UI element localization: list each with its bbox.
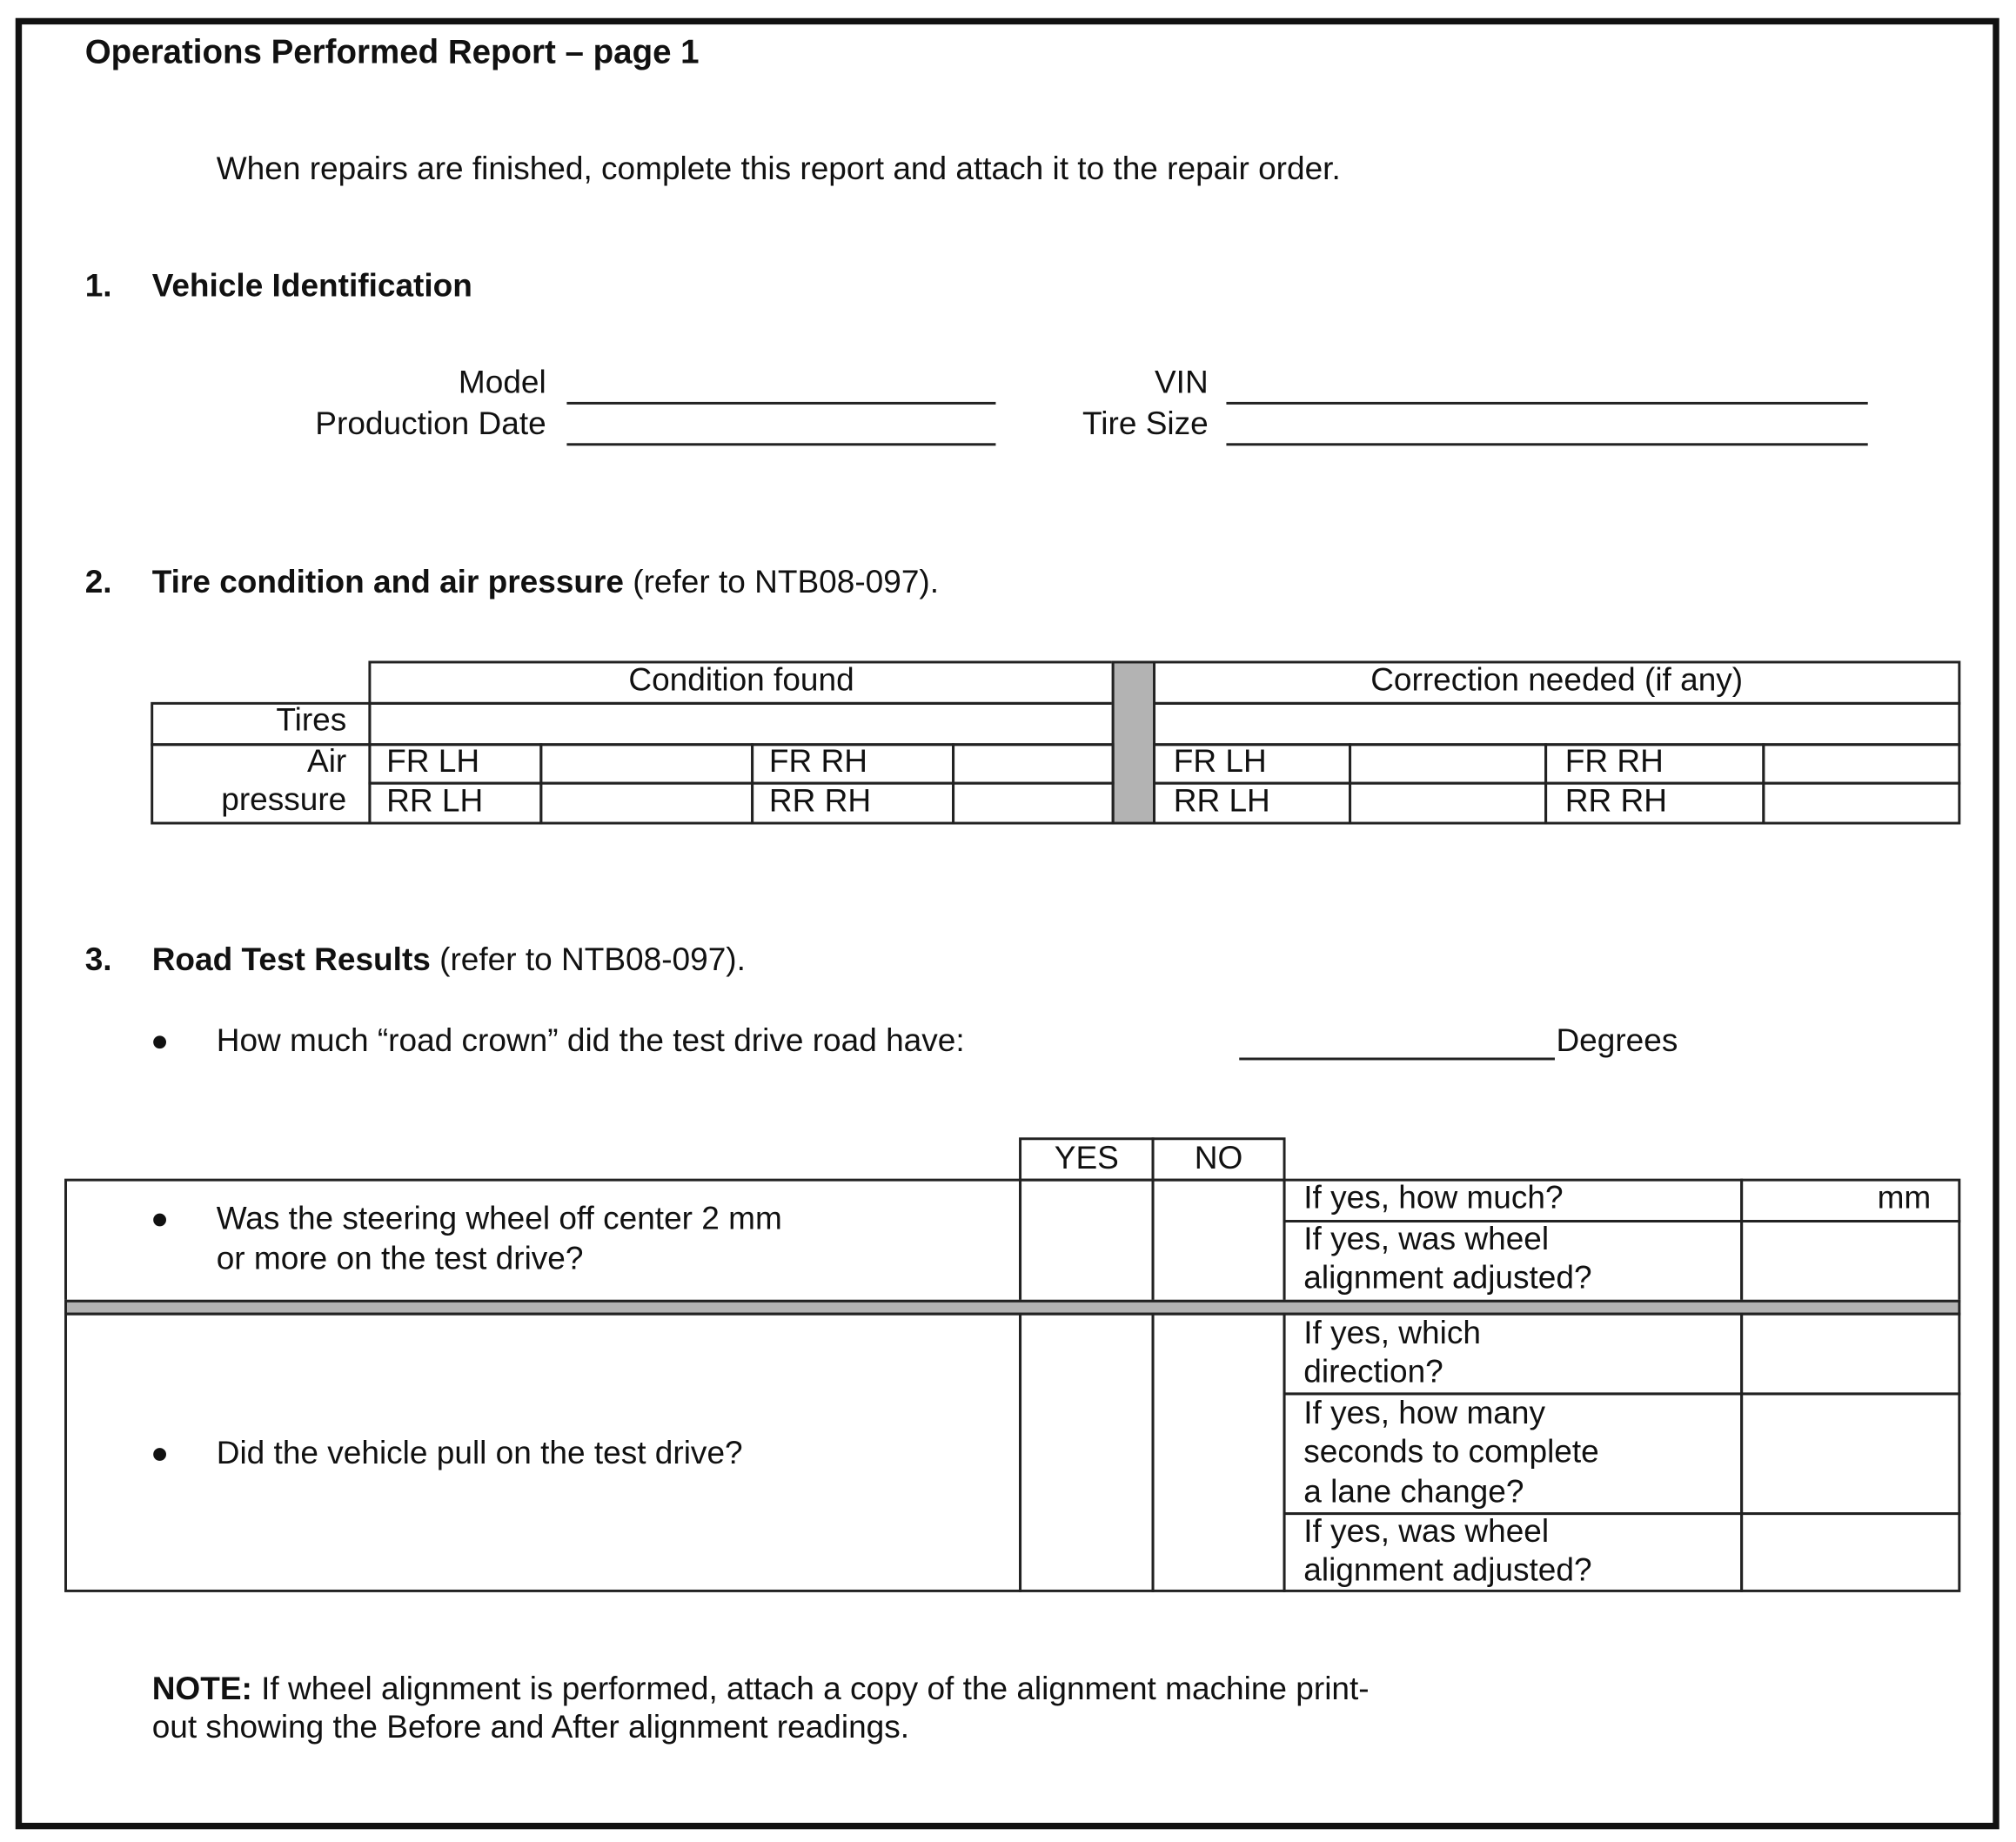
q1-text-line2: or more on the test drive?	[216, 1240, 584, 1277]
tires-label: Tires	[276, 701, 347, 739]
q2-no-box[interactable]	[1151, 1312, 1286, 1592]
section3-heading-line: Road Test Results (refer to NTB08-097).	[152, 941, 746, 979]
section1-heading: Vehicle Identification	[151, 267, 472, 305]
cond-rr-rh-label: RR RH	[768, 783, 872, 820]
note-line2: out showing the Before and After alignme…	[151, 1709, 910, 1746]
cond-rr-rh-value[interactable]	[952, 781, 1115, 825]
intro-text: When repairs are finished, complete this…	[216, 151, 1341, 187]
note-label: NOTE:	[151, 1671, 252, 1707]
corr-fr-lh-value[interactable]	[1349, 743, 1548, 785]
bullet-icon	[153, 1035, 166, 1049]
yes-header: YES	[1054, 1140, 1119, 1176]
q2-sub2-line3: a lane change?	[1303, 1473, 1524, 1510]
section3-number: 3.	[84, 941, 112, 978]
q1-yes-box[interactable]	[1019, 1178, 1155, 1303]
section2-number: 2.	[84, 564, 112, 600]
cond-fr-rh-label: FR RH	[768, 743, 867, 780]
tire-size-label: Tire Size	[1082, 405, 1209, 442]
cond-rr-lh-label: RR LH	[386, 783, 484, 820]
road-crown-question: How much “road crown” did the test drive…	[216, 1022, 965, 1059]
q2-sub1-line1: If yes, which	[1303, 1315, 1481, 1352]
section3-ref: (refer to NTB08-097).	[430, 941, 746, 978]
q1-no-box[interactable]	[1151, 1178, 1286, 1303]
bullet-icon	[153, 1213, 166, 1227]
q2-sub2-value[interactable]	[1740, 1392, 1961, 1516]
q1-sub2-value[interactable]	[1740, 1220, 1961, 1303]
condition-found-header: Condition found	[628, 661, 854, 699]
cond-rr-lh-value[interactable]	[539, 781, 754, 825]
q1-text-line1: Was the steering wheel off center 2 mm	[216, 1200, 782, 1237]
q2-sub3-line1: If yes, was wheel	[1303, 1513, 1550, 1551]
section2-heading: Tire condition and air pressure	[151, 564, 625, 600]
production-date-label: Production Date	[315, 405, 546, 442]
page-border	[15, 17, 1999, 1830]
q2-sub2-line2: seconds to complete	[1303, 1433, 1599, 1470]
cond-fr-lh-value[interactable]	[539, 743, 754, 785]
section1-number: 1.	[84, 267, 112, 305]
vin-label: VIN	[1154, 364, 1209, 401]
section3-heading: Road Test Results	[151, 941, 431, 978]
note-line1: NOTE: If wheel alignment is performed, a…	[152, 1670, 1370, 1708]
air-label: Air	[307, 743, 347, 780]
pressure-label: pressure	[221, 781, 347, 819]
q2-sub3-value[interactable]	[1740, 1512, 1961, 1592]
section2-heading-line: Tire condition and air pressure (refer t…	[152, 563, 939, 601]
bullet-icon	[153, 1448, 166, 1461]
cond-fr-lh-label: FR LH	[386, 743, 480, 780]
tires-correction-cell[interactable]	[1153, 701, 1961, 747]
q2-text: Did the vehicle pull on the test drive?	[216, 1435, 743, 1471]
corr-rr-lh-value[interactable]	[1349, 781, 1548, 825]
corr-fr-rh-value[interactable]	[1762, 743, 1961, 785]
table-separator	[1111, 660, 1156, 825]
model-label: Model	[458, 364, 546, 401]
no-header: NO	[1194, 1140, 1243, 1176]
road-crown-field[interactable]	[1239, 1057, 1555, 1061]
correction-needed-header: Correction needed (if any)	[1370, 661, 1744, 699]
cond-fr-rh-value[interactable]	[952, 743, 1115, 785]
q2-yes-box[interactable]	[1019, 1312, 1155, 1592]
tires-condition-cell[interactable]	[368, 701, 1115, 747]
corr-rr-rh-label: RR RH	[1564, 783, 1668, 820]
q2-sub1-value[interactable]	[1740, 1312, 1961, 1396]
corr-fr-lh-label: FR LH	[1173, 743, 1267, 780]
note-text-line1: If wheel alignment is performed, attach …	[251, 1671, 1370, 1707]
section2-ref: (refer to NTB08-097).	[624, 564, 940, 600]
page-title: Operations Performed Report – page 1	[84, 32, 700, 71]
corr-rr-lh-label: RR LH	[1173, 783, 1270, 820]
vin-field[interactable]	[1226, 401, 1868, 405]
q2-sub2-line1: If yes, how many	[1303, 1395, 1545, 1431]
road-crown-unit: Degrees	[1556, 1022, 1678, 1059]
q2-sub3-line2: alignment adjusted?	[1303, 1552, 1592, 1589]
q2-sub1-line2: direction?	[1303, 1354, 1443, 1390]
q1-sub2-line1: If yes, was wheel	[1303, 1221, 1550, 1257]
tire-size-field[interactable]	[1226, 443, 1868, 446]
q1-sub1-unit: mm	[1877, 1180, 1932, 1216]
production-date-field[interactable]	[566, 443, 996, 446]
corr-fr-rh-label: FR RH	[1564, 743, 1664, 780]
q1-sub2-line2: alignment adjusted?	[1303, 1259, 1592, 1296]
corr-rr-rh-value[interactable]	[1762, 781, 1961, 825]
model-field[interactable]	[566, 401, 996, 405]
q1-sub1-label: If yes, how much?	[1303, 1180, 1564, 1216]
